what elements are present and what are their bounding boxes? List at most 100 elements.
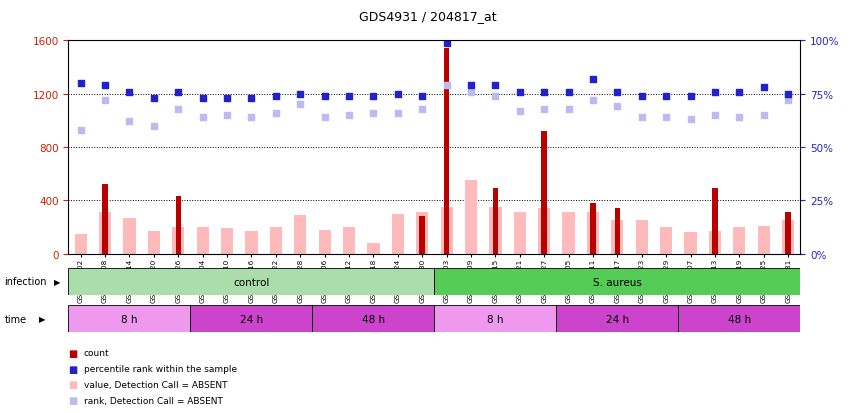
Point <box>562 89 575 96</box>
Point <box>562 106 575 113</box>
Point <box>269 93 282 100</box>
Point <box>245 95 259 102</box>
Point <box>415 106 429 113</box>
Bar <box>270 228 282 254</box>
Point <box>782 91 795 98</box>
Text: percentile rank within the sample: percentile rank within the sample <box>84 364 237 373</box>
Bar <box>611 221 623 254</box>
Point <box>513 108 526 115</box>
Point <box>684 117 698 123</box>
Point <box>366 93 380 100</box>
Text: value, Detection Call = ABSENT: value, Detection Call = ABSENT <box>84 380 228 389</box>
Point <box>610 89 624 96</box>
Point <box>147 95 161 102</box>
Point <box>489 83 502 89</box>
Point <box>220 112 234 119</box>
Bar <box>190 306 312 332</box>
Text: ■: ■ <box>68 364 78 374</box>
Text: time: time <box>4 314 27 324</box>
Point <box>440 83 454 89</box>
Point <box>98 83 112 89</box>
Bar <box>175 197 181 254</box>
Point <box>147 123 161 130</box>
Bar <box>312 306 434 332</box>
Point <box>391 91 405 98</box>
Bar <box>246 231 258 254</box>
Point <box>196 114 210 121</box>
Bar <box>493 189 498 254</box>
Bar <box>782 221 794 254</box>
Point <box>659 114 673 121</box>
Point <box>708 89 722 96</box>
Bar <box>441 207 453 254</box>
Point <box>635 114 649 121</box>
Point <box>171 89 185 96</box>
Point <box>415 93 429 100</box>
Point <box>586 97 600 104</box>
Point <box>122 89 136 96</box>
Bar <box>538 209 550 254</box>
Point <box>342 93 356 100</box>
Text: 24 h: 24 h <box>606 314 629 324</box>
Text: GDS4931 / 204817_at: GDS4931 / 204817_at <box>360 10 496 23</box>
Point <box>391 110 405 117</box>
Bar <box>172 228 184 254</box>
Point <box>586 76 600 83</box>
Bar <box>434 268 800 295</box>
Bar <box>294 216 306 254</box>
Bar <box>99 213 111 254</box>
Bar <box>591 204 596 254</box>
Point <box>513 89 526 96</box>
Text: ▶: ▶ <box>54 277 61 286</box>
Text: ■: ■ <box>68 380 78 389</box>
Point <box>74 127 87 134</box>
Text: infection: infection <box>4 277 47 287</box>
Point <box>440 40 454 47</box>
Text: rank, Detection Call = ABSENT: rank, Detection Call = ABSENT <box>84 396 223 405</box>
Bar <box>556 306 678 332</box>
Point <box>757 112 770 119</box>
Text: 48 h: 48 h <box>362 314 385 324</box>
Point <box>489 93 502 100</box>
Point <box>782 97 795 104</box>
Point <box>318 93 331 100</box>
Point <box>98 97 112 104</box>
Text: 24 h: 24 h <box>240 314 263 324</box>
Bar <box>712 189 717 254</box>
Point <box>196 95 210 102</box>
Text: 8 h: 8 h <box>122 314 138 324</box>
Point <box>318 114 331 121</box>
Text: 8 h: 8 h <box>487 314 503 324</box>
Text: 48 h: 48 h <box>728 314 751 324</box>
Bar <box>434 306 556 332</box>
Bar <box>758 226 770 254</box>
Bar <box>68 306 190 332</box>
Bar <box>542 132 547 254</box>
Bar <box>678 306 800 332</box>
Point <box>245 114 259 121</box>
Bar <box>685 233 697 254</box>
Bar <box>74 234 86 254</box>
Bar <box>636 221 648 254</box>
Bar <box>587 213 599 254</box>
Bar <box>734 228 746 254</box>
Text: ▶: ▶ <box>39 314 45 323</box>
Point <box>464 89 478 96</box>
Text: ■: ■ <box>68 348 78 358</box>
Point <box>366 110 380 117</box>
Bar <box>786 213 791 254</box>
Bar <box>103 185 108 254</box>
Bar <box>221 229 233 254</box>
Point <box>733 89 746 96</box>
Point <box>294 91 307 98</box>
Text: S. aureus: S. aureus <box>593 277 642 287</box>
Bar <box>709 231 721 254</box>
Point <box>74 81 87 87</box>
Bar <box>148 231 160 254</box>
Point <box>122 119 136 126</box>
Text: ■: ■ <box>68 395 78 405</box>
Point <box>757 85 770 91</box>
Bar <box>197 228 209 254</box>
Point <box>610 104 624 111</box>
Point <box>635 93 649 100</box>
